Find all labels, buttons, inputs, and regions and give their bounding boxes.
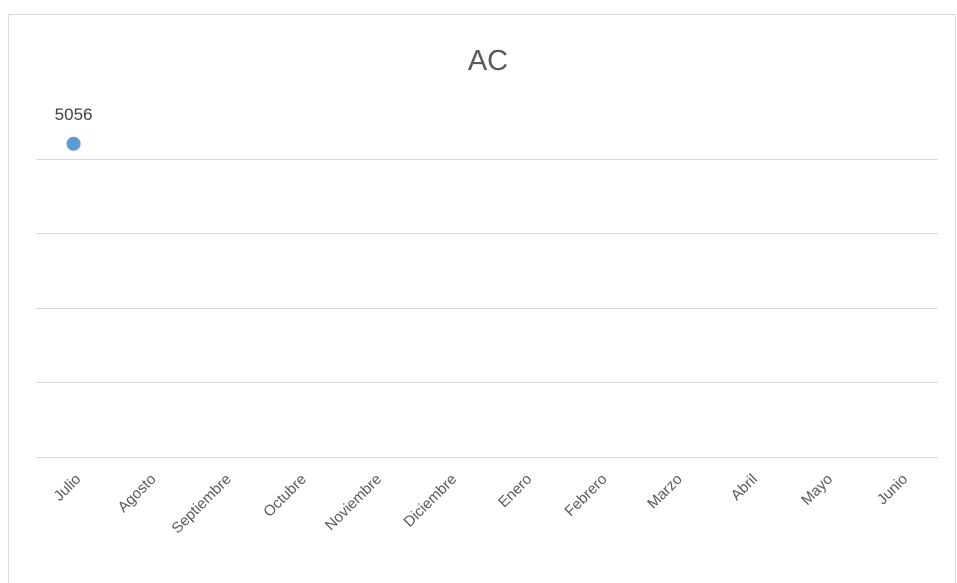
x-tick-label-octubre: Octubre bbox=[260, 471, 310, 521]
gridlines bbox=[36, 159, 938, 458]
x-tick-label-septiembre: Septiembre bbox=[168, 471, 234, 537]
series-points bbox=[66, 136, 81, 151]
x-tick-label-diciembre: Diciembre bbox=[400, 471, 460, 531]
x-tick-label-noviembre: Noviembre bbox=[322, 471, 385, 534]
x-axis-tick-labels: Julio Agosto Septiembre Octubre Noviembre Dic… bbox=[51, 471, 912, 537]
chart-title: AC bbox=[468, 45, 508, 77]
data-label-julio: 5056 bbox=[55, 105, 93, 124]
data-point-julio bbox=[66, 136, 81, 151]
x-tick-label-abril: Abril bbox=[728, 471, 761, 504]
x-tick-label-julio: Julio bbox=[51, 471, 85, 505]
x-tick-label-agosto: Agosto bbox=[115, 471, 160, 516]
x-tick-label-junio: Junio bbox=[874, 471, 911, 508]
x-tick-label-febrero: Febrero bbox=[561, 471, 610, 520]
chart-frame bbox=[8, 14, 956, 583]
x-tick-label-mayo: Mayo bbox=[798, 471, 836, 509]
data-labels: 5056 bbox=[55, 105, 93, 124]
x-tick-label-marzo: Marzo bbox=[644, 471, 685, 512]
x-tick-label-enero: Enero bbox=[495, 471, 535, 511]
